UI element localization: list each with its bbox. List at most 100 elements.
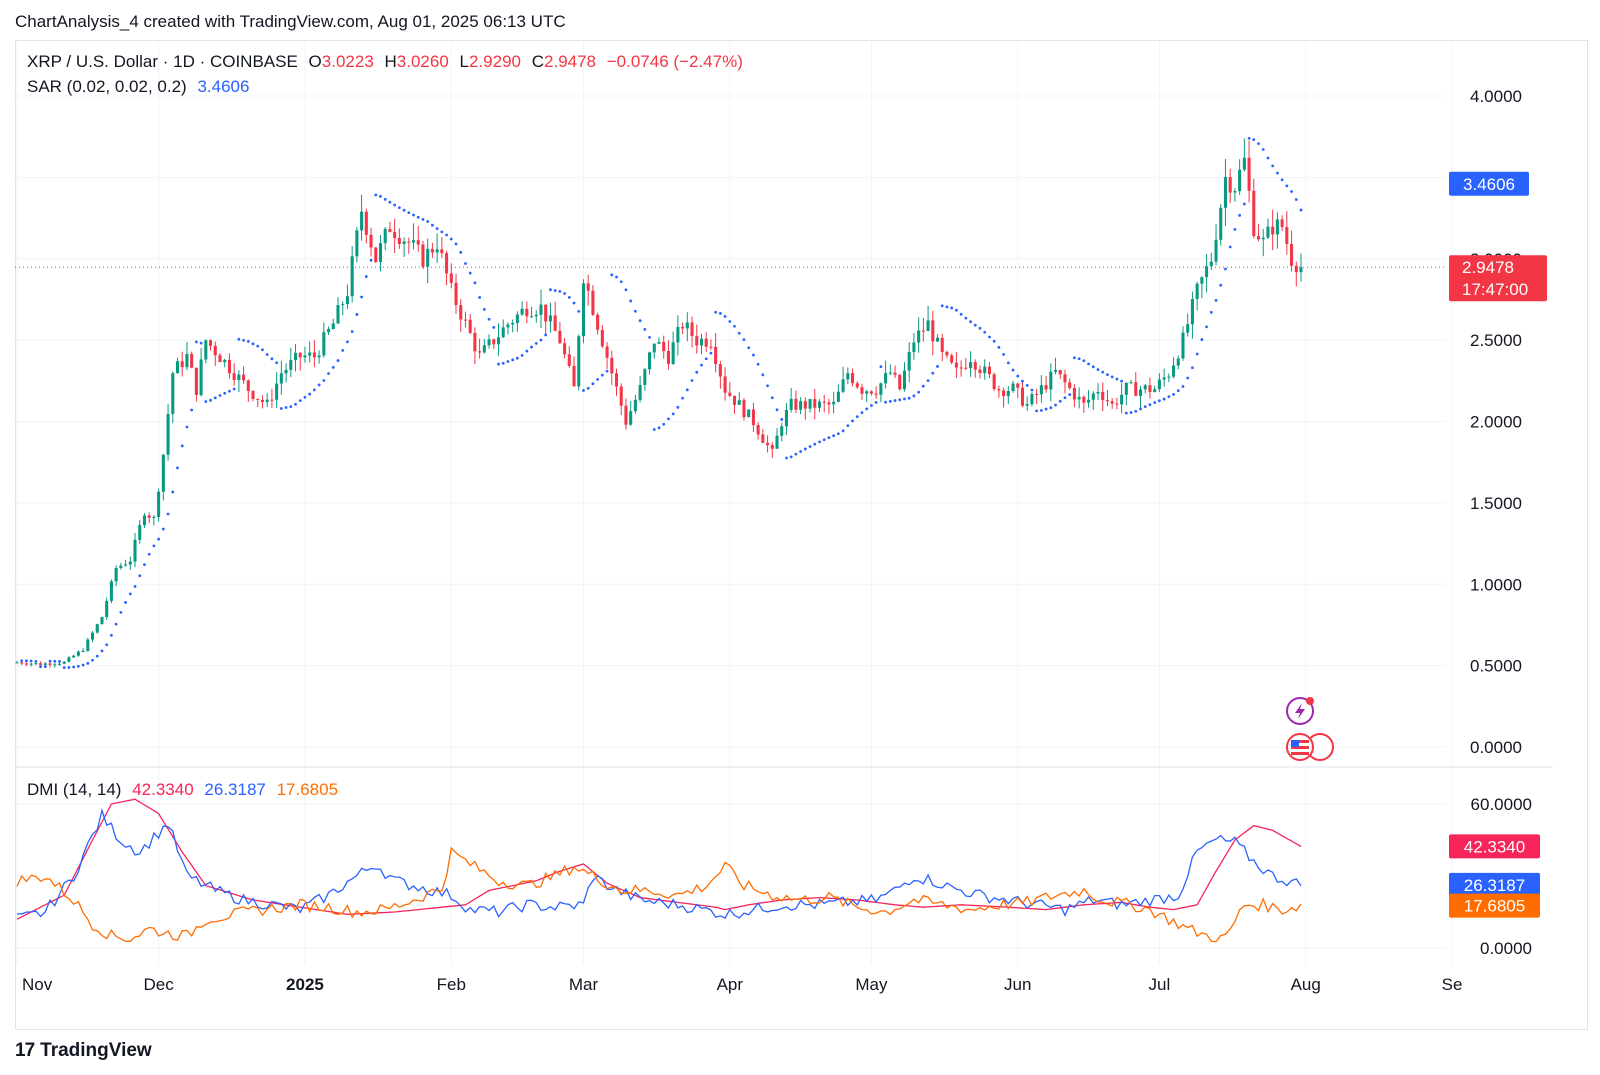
- sar-label[interactable]: SAR (0.02, 0.02, 0.2): [27, 77, 187, 96]
- sar-dot: [204, 400, 208, 403]
- lightning-icon[interactable]: [1286, 697, 1314, 725]
- candle-body: [426, 248, 430, 267]
- candle-body: [775, 435, 779, 449]
- candle-body: [789, 398, 793, 410]
- sar-dot: [954, 308, 958, 312]
- sar-dot: [364, 275, 368, 278]
- sar-dot: [341, 349, 345, 352]
- sar-dot: [426, 220, 430, 223]
- tradingview-footer[interactable]: 17 TradingView: [15, 1040, 152, 1062]
- candle-body: [360, 211, 364, 231]
- candle-body: [652, 343, 656, 353]
- sar-dot: [530, 345, 533, 349]
- sar-dot: [1087, 362, 1090, 366]
- candle-body: [1190, 298, 1194, 325]
- sar-dot: [983, 330, 987, 334]
- sar-dot: [671, 412, 675, 416]
- sar-dot: [827, 436, 831, 440]
- sar-dot: [1261, 148, 1265, 151]
- candle-body: [888, 372, 892, 374]
- sar-dot: [851, 419, 854, 423]
- candle-body: [1214, 239, 1218, 262]
- time-tick-label: 2025: [286, 975, 324, 994]
- sar-dot: [964, 316, 968, 320]
- candle-body: [1115, 403, 1119, 405]
- candle-body: [935, 337, 940, 342]
- sar-dot: [124, 601, 127, 604]
- sar-dot: [228, 389, 231, 393]
- sar-dot: [1176, 389, 1180, 393]
- candle-body: [714, 346, 718, 365]
- candle-body: [53, 664, 57, 666]
- sar-dot: [327, 372, 330, 375]
- sar-dot: [950, 306, 954, 310]
- candle-body: [105, 601, 109, 618]
- sar-dot: [940, 304, 944, 308]
- candle-body: [213, 345, 217, 356]
- sar-dot: [383, 197, 387, 201]
- candle-body: [492, 339, 496, 345]
- sar-dot: [1058, 399, 1062, 403]
- sar-dot: [166, 512, 170, 516]
- sar-dot: [95, 654, 99, 658]
- candle-body: [1280, 219, 1284, 228]
- candle-body: [780, 426, 784, 436]
- candle-body: [803, 401, 807, 409]
- candle-body: [1153, 389, 1157, 392]
- candle-body: [1205, 266, 1209, 278]
- candle-body: [973, 362, 977, 370]
- candle-body: [402, 241, 406, 244]
- sar-dot: [317, 383, 321, 387]
- candle-body: [501, 327, 505, 338]
- candle-body: [430, 248, 434, 253]
- sar-dot: [1257, 142, 1260, 146]
- sar-dot: [431, 223, 434, 227]
- us-flag-icon[interactable]: [1286, 733, 1334, 761]
- candle-body: [67, 657, 71, 662]
- sar-dot: [1153, 401, 1157, 405]
- sar-dot: [506, 360, 510, 363]
- sar-dot: [1115, 377, 1119, 381]
- sar-dot: [596, 377, 600, 381]
- candle-body: [718, 364, 722, 377]
- candle-body: [72, 655, 76, 658]
- sar-dot: [72, 665, 76, 669]
- sar-dot: [1073, 356, 1076, 360]
- sar-dot: [1006, 361, 1010, 365]
- sar-dot: [572, 301, 576, 305]
- symbol-name[interactable]: XRP / U.S. Dollar · 1D · COINBASE: [27, 52, 298, 71]
- sar-dot: [605, 369, 609, 373]
- candle-body: [411, 240, 416, 243]
- time-tick-label: May: [855, 975, 888, 994]
- candle-body: [926, 320, 930, 332]
- candle-body: [317, 355, 321, 358]
- bar-countdown: 17:47:00: [1462, 280, 1528, 299]
- candle-body: [1256, 236, 1261, 240]
- close-value: 2.9478: [544, 52, 597, 71]
- candle-body: [1233, 191, 1237, 193]
- candle-body: [624, 405, 628, 425]
- sar-dot: [667, 417, 670, 421]
- candle-body: [770, 445, 774, 449]
- sar-dot: [43, 665, 47, 668]
- sar-dot: [199, 341, 203, 345]
- candle-body: [841, 379, 845, 392]
- candle-body: [699, 338, 704, 346]
- sar-dot: [218, 394, 222, 397]
- candle-body: [232, 373, 236, 381]
- sar-dot: [1016, 374, 1020, 378]
- sar-dot: [1242, 202, 1246, 206]
- candle-body: [817, 401, 822, 408]
- candle-body: [747, 409, 751, 418]
- sar-dot: [114, 622, 118, 626]
- sar-dot: [454, 242, 458, 246]
- sar-dot: [270, 357, 274, 361]
- sar-dot: [1285, 184, 1289, 188]
- candle-body: [180, 361, 184, 368]
- sar-dot: [799, 450, 803, 453]
- candle-body: [293, 352, 298, 361]
- candle-body: [846, 373, 850, 380]
- sar-dot: [1096, 368, 1100, 371]
- dmi-label[interactable]: DMI (14, 14): [27, 780, 122, 799]
